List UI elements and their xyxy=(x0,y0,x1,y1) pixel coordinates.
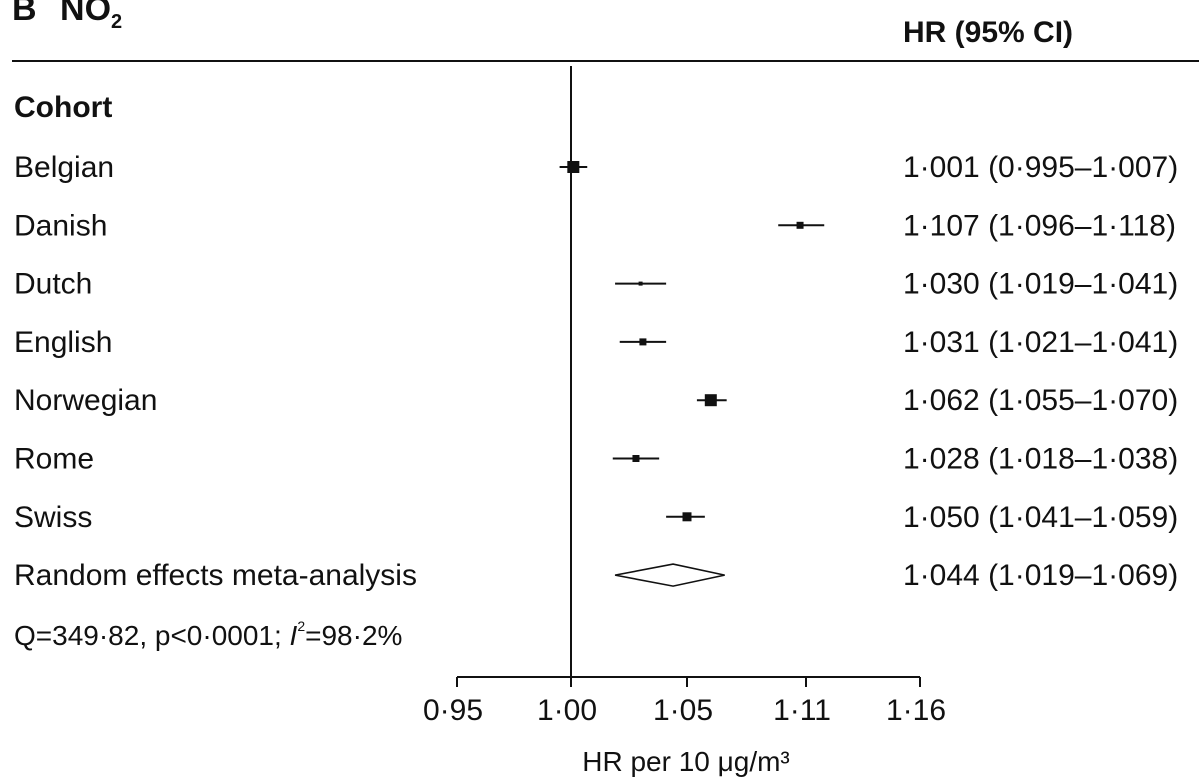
panel-letter: B xyxy=(12,0,37,28)
row-label: Random effects meta-analysis xyxy=(14,559,417,592)
point-estimate-marker xyxy=(639,338,647,346)
row-estimate-text: 1·044 (1·019–1·069) xyxy=(903,559,1178,592)
forest-row: Random effects meta-analysis 1·044 (1·019… xyxy=(14,559,1178,592)
x-tick-label: 1·11 xyxy=(773,694,831,727)
stat-text-post: =98·2% xyxy=(305,620,402,651)
forest-row: Rome 1·028 (1·018–1·038) xyxy=(14,443,1178,476)
row-estimate-text: 1·062 (1·055–1·070) xyxy=(903,384,1178,417)
heterogeneity-stat: Q=349·82, p<0·0001; I2=98·2% xyxy=(14,618,402,651)
row-estimate-text: 1·031 (1·021–1·041) xyxy=(903,326,1178,359)
forest-row: Swiss 1·050 (1·041–1·059) xyxy=(14,501,1178,534)
point-estimate-marker xyxy=(632,455,640,462)
panel-title: B NO2 xyxy=(12,0,122,33)
x-axis-title: HR per 10 μg/m³ xyxy=(582,746,790,777)
point-estimate-marker xyxy=(704,394,717,407)
row-estimate-text: 1·050 (1·041–1·059) xyxy=(903,501,1178,534)
row-label: Dutch xyxy=(14,268,92,301)
pollutant-subscript: 2 xyxy=(111,11,122,33)
forest-row: Dutch 1·030 (1·019–1·041) xyxy=(14,268,1178,301)
group-label: Cohort xyxy=(14,91,112,124)
x-axis: 0·95 1·00 1·05 1·11 1·16 xyxy=(423,676,946,727)
row-label: Swiss xyxy=(14,501,92,534)
row-label: English xyxy=(14,326,112,359)
forest-rows: Belgian 1·001 (0·995–1·007) Danish 1·107 (1… xyxy=(14,151,1178,592)
row-estimate-text: 1·001 (0·995–1·007) xyxy=(903,151,1178,184)
x-tick-label: 1·16 xyxy=(886,694,946,727)
point-estimate-marker xyxy=(638,281,643,286)
forest-row: Danish 1·107 (1·096–1·118) xyxy=(14,209,1176,242)
estimate-column-header: HR (95% CI) xyxy=(903,16,1073,49)
stat-i-symbol: I xyxy=(290,620,298,651)
row-label: Belgian xyxy=(14,151,114,184)
row-label: Rome xyxy=(14,443,94,476)
stat-text-pre: Q=349·82, p<0·0001; xyxy=(14,620,290,651)
row-estimate-text: 1·107 (1·096–1·118) xyxy=(903,209,1176,242)
pooled-estimate-diamond xyxy=(614,563,725,587)
row-estimate-text: 1·030 (1·019–1·041) xyxy=(903,268,1178,301)
point-estimate-marker xyxy=(796,221,804,229)
forest-row: Belgian 1·001 (0·995–1·007) xyxy=(14,151,1178,184)
x-tick-label: 1·00 xyxy=(537,694,597,727)
x-tick-label: 0·95 xyxy=(423,694,483,727)
x-tick-label: 1·05 xyxy=(653,694,713,727)
row-estimate-text: 1·028 (1·018–1·038) xyxy=(903,443,1178,476)
forest-row: Norwegian 1·062 (1·055–1·070) xyxy=(14,384,1178,417)
point-estimate-marker xyxy=(682,512,692,522)
forest-row: English 1·031 (1·021–1·041) xyxy=(14,326,1178,359)
stat-superscript: 2 xyxy=(297,618,305,634)
pollutant-name: NO xyxy=(60,0,111,28)
point-estimate-marker xyxy=(567,161,580,173)
row-label: Norwegian xyxy=(14,384,157,417)
row-label: Danish xyxy=(14,209,107,242)
